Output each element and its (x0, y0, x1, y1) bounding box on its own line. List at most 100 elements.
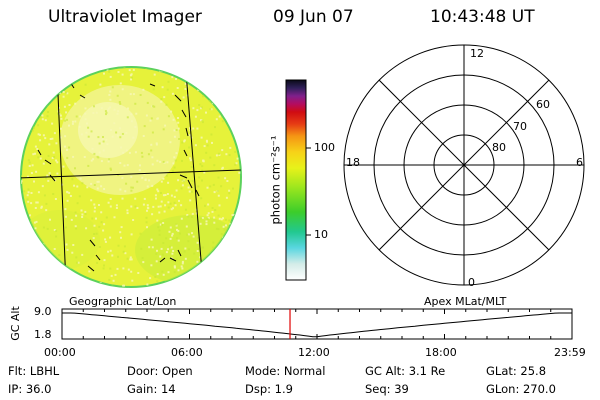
disk-speckle-dot (153, 73, 156, 76)
disk-speckle-dot (216, 71, 219, 74)
disk-speckle-dot (240, 277, 241, 280)
disk-speckle-dot (24, 265, 27, 268)
disk-speckle-dot (21, 280, 24, 283)
disk-speckle-dot (111, 254, 114, 257)
disk-speckle-dot (162, 242, 165, 244)
disk-speckle-dot (173, 166, 176, 169)
disk-speckle-dot (160, 200, 163, 203)
disk-speckle-dot (167, 271, 170, 274)
disk-speckle-dot (175, 129, 178, 131)
disk-speckle-dot (141, 155, 144, 158)
disk-speckle-dot (213, 191, 216, 194)
disk-speckle-dot (128, 69, 131, 72)
disk-speckle-dot (200, 217, 203, 220)
disk-speckle-dot (160, 98, 163, 100)
disk-speckle-dot (25, 240, 28, 243)
disk-speckle-dot (79, 115, 82, 118)
disk-speckle-dot (204, 261, 207, 264)
disk-speckle-dot (113, 216, 116, 219)
disk-speckle-dot (211, 210, 214, 213)
disk-speckle-dot (26, 175, 29, 178)
disk-speckle-dot (66, 118, 68, 121)
disk-speckle-dot (206, 140, 208, 143)
disk-speckle-dot (176, 87, 179, 89)
disk-speckle-dot (69, 69, 72, 72)
disk-speckle-dot (209, 156, 212, 159)
disk-speckle-dot (232, 78, 234, 81)
disk-speckle-dot (218, 115, 221, 118)
disk-speckle-dot (108, 158, 111, 161)
disk-speckle-dot (222, 267, 225, 270)
disk-speckle-dot (75, 214, 78, 217)
mlt-label-12: 12 (470, 47, 484, 60)
disk-speckle-dot (228, 154, 231, 157)
disk-speckle-dot (105, 216, 108, 219)
disk-speckle-dot (56, 161, 59, 164)
disk-speckle-dot (164, 204, 167, 207)
disk-speckle-dot (232, 240, 235, 243)
disk-speckle-dot (107, 250, 110, 253)
disk-speckle-dot (121, 88, 124, 91)
disk-speckle-dot (156, 280, 159, 283)
info-door: Door: Open (127, 364, 193, 378)
disk-speckle-dot (54, 179, 57, 182)
disk-speckle-dot (237, 91, 240, 93)
disk-speckle-dot (195, 68, 198, 71)
disk-speckle-dot (38, 133, 41, 136)
disk-speckle-dot (64, 135, 67, 138)
disk-speckle-dot (130, 258, 133, 261)
disk-speckle-dot (200, 119, 203, 122)
disk-speckle-dot (120, 226, 123, 229)
disk-speckle-dot (23, 190, 26, 193)
disk-speckle-dot (103, 259, 106, 262)
disk-speckle-dot (151, 105, 154, 108)
disk-speckle-dot (177, 127, 180, 130)
disk-speckle-dot (146, 204, 149, 207)
mlt-label-6: 6 (576, 156, 583, 169)
disk-speckle-dot (93, 203, 96, 206)
disk-speckle-dot (111, 86, 114, 89)
disk-speckle-dot (189, 199, 192, 202)
disk-speckle-dot (173, 280, 176, 283)
info-mode: Mode: Normal (245, 364, 326, 378)
disk-speckle-dot (50, 92, 53, 94)
disk-speckle-dot (205, 223, 208, 226)
disk-speckle-dot (184, 247, 187, 250)
disk-speckle-dot (214, 126, 216, 129)
disk-speckle-dot (213, 271, 216, 274)
disk-speckle-dot (75, 227, 78, 230)
disk-speckle-dot (58, 113, 61, 116)
disk-speckle-dot (71, 251, 74, 254)
disk-speckle-dot (109, 98, 112, 101)
disk-speckle-dot (151, 131, 154, 134)
disk-speckle-dot (197, 248, 200, 251)
disk-speckle-dot (53, 156, 56, 158)
disk-speckle-dot (57, 112, 60, 115)
gc-alt-tick-1.8: 1.8 (34, 328, 52, 341)
disk-speckle-dot (213, 216, 216, 219)
disk-speckle-dot (156, 159, 159, 162)
disk-speckle-dot (49, 218, 51, 221)
disk-speckle-dot (134, 102, 137, 105)
disk-speckle-dot (199, 256, 202, 259)
disk-speckle-dot (167, 115, 170, 118)
disk-speckle-dot (80, 75, 82, 78)
disk-speckle-dot (81, 216, 84, 218)
disk-speckle-dot (237, 224, 240, 226)
disk-speckle-dot (27, 104, 30, 107)
disk-speckle-dot (211, 207, 214, 209)
disk-speckle-dot (93, 224, 96, 227)
disk-speckle-dot (183, 180, 186, 183)
disk-speckle-dot (146, 206, 149, 209)
disk-speckle-dot (219, 248, 222, 251)
disk-speckle-dot (93, 233, 96, 235)
disk-speckle-dot (84, 67, 87, 69)
disk-speckle-dot (238, 140, 240, 143)
disk-speckle-dot (83, 156, 86, 158)
disk-speckle-dot (151, 163, 154, 166)
disk-speckle-dot (119, 127, 122, 130)
disk-speckle-dot (36, 148, 39, 150)
info-gain: Gain: 14 (127, 382, 176, 396)
disk-speckle-dot (81, 280, 84, 283)
disk-speckle-dot (139, 164, 141, 167)
